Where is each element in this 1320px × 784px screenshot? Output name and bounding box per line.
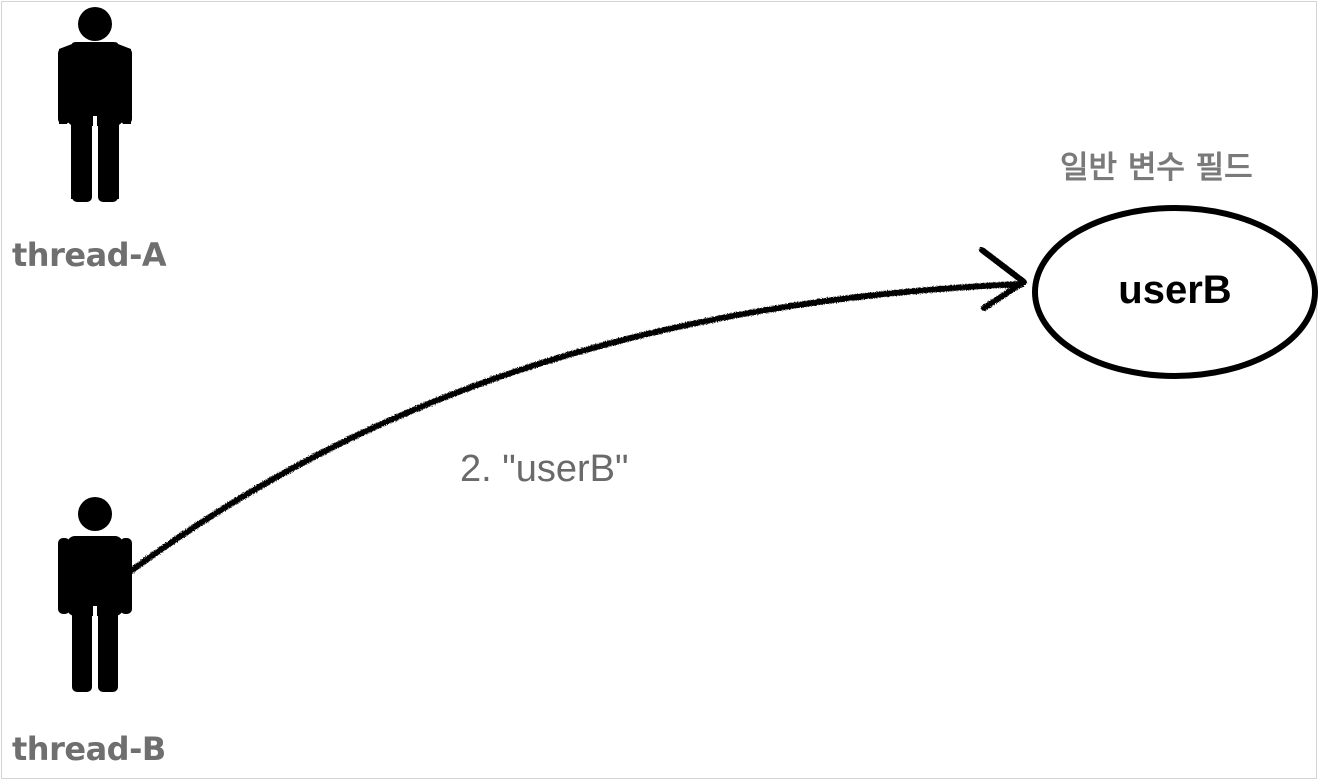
arrow-stroke xyxy=(121,247,1027,579)
step-label: 2. "userB" xyxy=(460,448,629,490)
thread-b-label: thread-B xyxy=(12,730,166,768)
thread-a-label: thread-A xyxy=(12,236,167,274)
field-ellipse xyxy=(1030,203,1320,381)
field-value: userB xyxy=(1118,268,1232,312)
field-title: 일반 변수 필드 xyxy=(1060,150,1253,186)
thread-b-person-icon xyxy=(55,494,135,694)
thread-a-person-icon xyxy=(55,4,135,204)
